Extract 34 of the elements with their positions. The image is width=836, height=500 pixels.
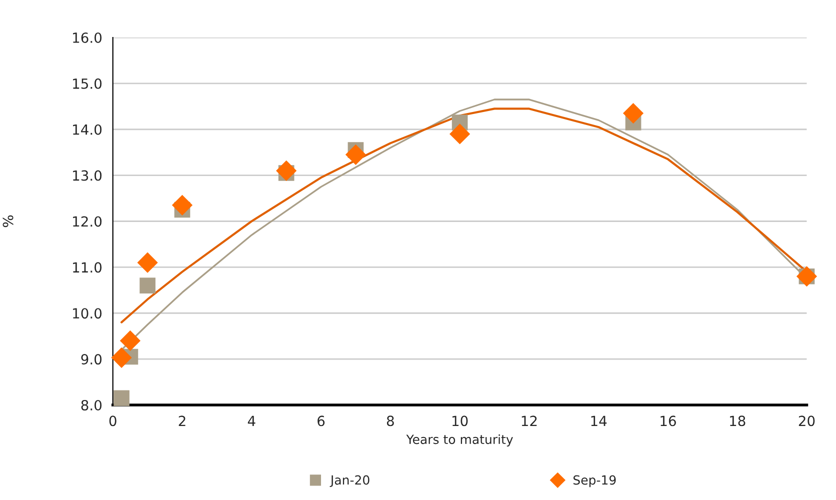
point xyxy=(140,278,156,294)
point xyxy=(114,390,130,406)
y-tick-label: 9.0 xyxy=(81,354,102,365)
y-tick-label: 8.0 xyxy=(81,400,102,410)
y-tick-label: 16.0 xyxy=(73,32,102,43)
x-tick-label: 0 xyxy=(109,416,116,426)
point xyxy=(172,194,193,216)
y-axis-title: % xyxy=(2,215,14,228)
point xyxy=(276,160,297,182)
y-tick-label: 11.0 xyxy=(73,262,102,273)
point xyxy=(137,252,158,273)
x-tick-label: 2 xyxy=(178,416,186,426)
y-tick-label: 15.0 xyxy=(73,78,102,89)
point xyxy=(120,330,141,351)
legend-label: Jan-20 xyxy=(330,475,370,488)
legend-label: Sep-19 xyxy=(573,475,616,488)
x-tick-label: 10 xyxy=(452,416,468,426)
point xyxy=(622,102,644,124)
y-tick-label: 14.0 xyxy=(73,124,102,135)
y-tick-label: 10.0 xyxy=(73,308,102,319)
y-tick-label: 12.0 xyxy=(73,216,102,227)
x-tick-label: 20 xyxy=(798,416,815,426)
x-tick-label: 14 xyxy=(591,416,607,426)
point xyxy=(345,144,366,165)
point xyxy=(111,347,132,368)
x-tick-label: 18 xyxy=(730,416,746,426)
x-tick-label: 6 xyxy=(318,416,325,426)
y-tick-label: 13.0 xyxy=(73,170,102,181)
x-tick-label: 16 xyxy=(660,416,676,426)
x-axis-title: Years to maturity xyxy=(406,434,513,447)
x-tick-label: 8 xyxy=(386,416,394,426)
x-tick-label: 4 xyxy=(248,416,256,426)
x-tick-label: 12 xyxy=(522,416,537,426)
point xyxy=(450,124,470,144)
